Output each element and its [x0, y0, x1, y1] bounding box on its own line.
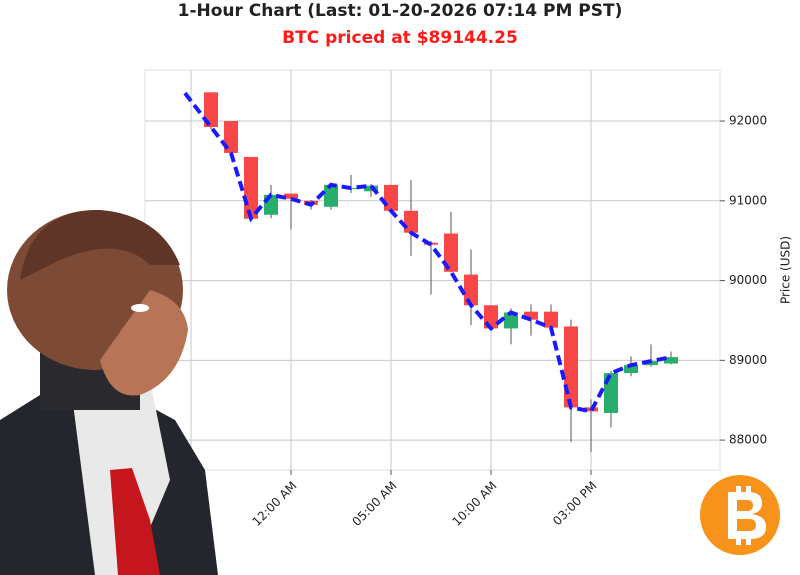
candle-body — [444, 233, 458, 272]
chart-title: 1-Hour Chart (Last: 01-20-2026 07:14 PM … — [178, 1, 623, 21]
candle-body — [384, 184, 398, 211]
y-axis-label: Price (USD) — [779, 236, 793, 304]
y-tick-label: 89000 — [729, 353, 767, 367]
candle-body — [244, 156, 258, 219]
chart-subtitle: BTC priced at $89144.25 — [282, 28, 518, 48]
candle-body — [504, 312, 518, 329]
y-tick-label: 91000 — [729, 193, 767, 207]
candle-body — [404, 210, 418, 233]
eye — [131, 304, 149, 312]
candle-body — [624, 365, 638, 374]
plot-area: 880008900090000910009200007:00 PM12:00 A… — [144, 69, 767, 529]
y-tick-label: 90000 — [729, 273, 767, 287]
candle-body — [544, 311, 558, 328]
candle-body — [524, 311, 538, 320]
tie — [110, 468, 160, 575]
y-tick-label: 92000 — [729, 114, 767, 128]
y-tick-label: 88000 — [729, 433, 767, 447]
candle-body — [464, 274, 478, 306]
x-tick-label: 03:00 PM — [550, 479, 599, 528]
scalp — [20, 210, 180, 280]
x-tick-label: 12:00 AM — [249, 479, 299, 529]
candle-body — [324, 184, 338, 207]
candle-body — [204, 92, 218, 128]
x-tick-label: 05:00 AM — [349, 479, 399, 529]
candle-body — [284, 193, 298, 199]
candle-body — [664, 357, 678, 364]
candle-body — [564, 326, 578, 408]
candle-body — [224, 121, 238, 153]
x-tick-label: 10:00 AM — [449, 479, 499, 529]
close-line — [183, 91, 672, 414]
overlay-image — [0, 210, 780, 575]
bitcoin-symbol — [728, 486, 766, 545]
face — [100, 290, 188, 396]
